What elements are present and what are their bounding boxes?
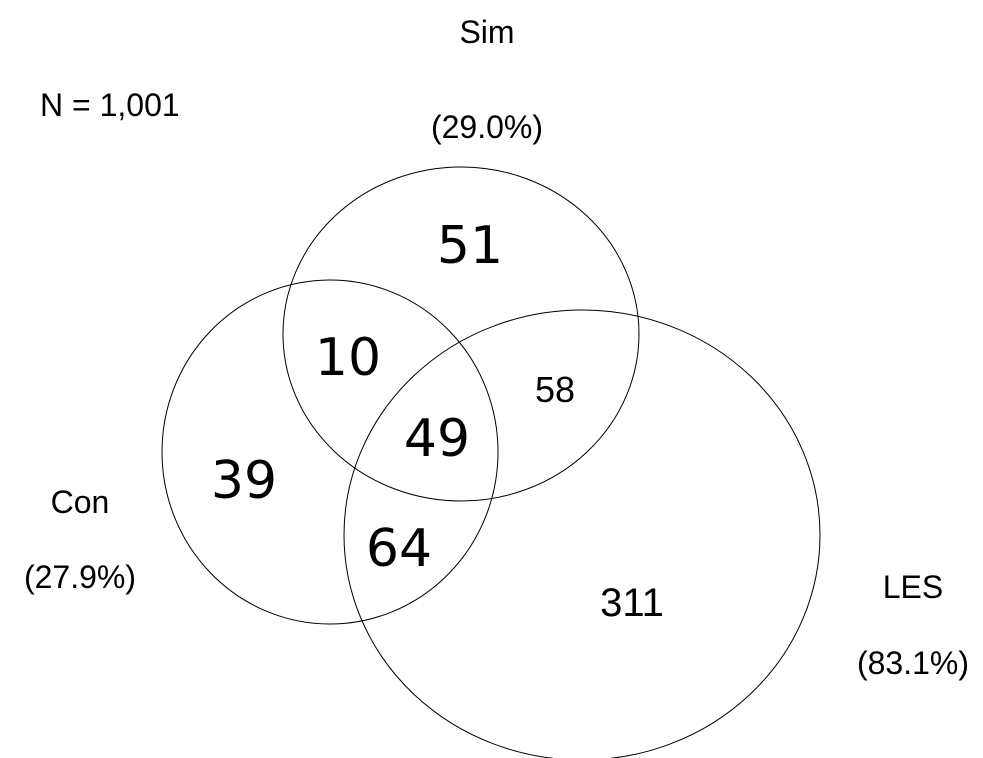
- region-con-sim-count: 10: [315, 328, 381, 388]
- con-circle: [161, 279, 499, 625]
- region-con-les-count: 64: [366, 519, 432, 579]
- les-set-name: LES: [883, 569, 943, 605]
- sim-set-percent: (29.0%): [431, 109, 543, 145]
- region-con-only-count: 39: [211, 451, 277, 511]
- con-set-name: Con: [51, 484, 110, 520]
- con-set-percent: (27.9%): [24, 559, 136, 595]
- les-set-percent: (83.1%): [857, 645, 969, 681]
- sim-circle: [282, 166, 640, 502]
- region-sim-only-count: 51: [437, 216, 503, 276]
- les-circle: [343, 309, 821, 758]
- sim-set-name: Sim: [459, 14, 514, 50]
- total-label: N = 1,001: [40, 87, 180, 123]
- region-sim-les-count: 58: [535, 369, 575, 410]
- region-all-three-count: 49: [404, 409, 470, 469]
- region-les-only-count: 311: [600, 581, 664, 625]
